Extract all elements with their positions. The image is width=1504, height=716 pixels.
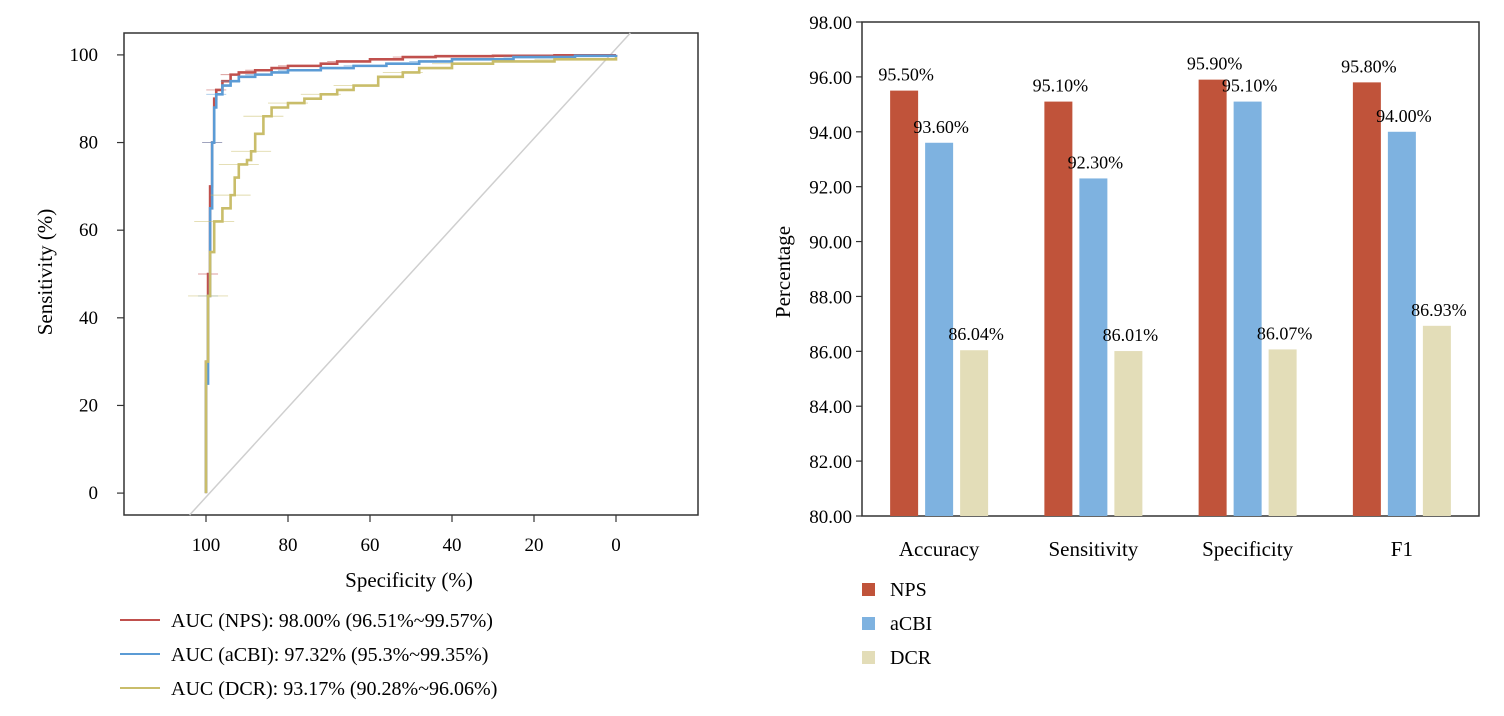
roc-plot-frame xyxy=(123,32,699,516)
roc-y-axis-label: Sensitivity (%) xyxy=(33,209,57,336)
roc-series-2 xyxy=(188,57,618,494)
roc-y-tick-label: 40 xyxy=(79,308,98,329)
roc-diagonal xyxy=(189,32,631,516)
roc-x-tick-label: 0 xyxy=(611,535,621,556)
roc-x-tick-label: 40 xyxy=(443,535,462,556)
roc-x-tick-label: 100 xyxy=(192,535,221,556)
roc-legend: AUC (NPS): 98.00% (96.51%~99.57%) AUC (aC… xyxy=(120,610,497,700)
roc-x-axis-label: Specificity (%) xyxy=(345,568,473,592)
roc-x-tick-label: 80 xyxy=(279,535,298,556)
roc-series-1 xyxy=(198,54,618,494)
roc-y-tick-label: 20 xyxy=(79,395,98,416)
roc-legend-entry: AUC (DCR): 93.17% (90.28%~96.06%) xyxy=(171,678,497,700)
roc-curve-line xyxy=(204,54,618,494)
roc-legend-entry: AUC (aCBI): 97.32% (95.3%~99.35%) xyxy=(171,644,488,666)
roc-legend-entry: AUC (NPS): 98.00% (96.51%~99.57%) xyxy=(171,610,493,632)
roc-y-tick-label: 100 xyxy=(70,45,99,66)
roc-y-tick-label: 0 xyxy=(89,483,99,504)
roc-x-tick-label: 60 xyxy=(361,535,380,556)
roc-curve-line xyxy=(204,54,618,494)
roc-x-tick-label: 20 xyxy=(525,535,544,556)
roc-series-0 xyxy=(198,54,618,494)
roc-y-tick-label: 80 xyxy=(79,133,98,154)
roc-reference-line xyxy=(189,32,631,516)
roc-curve-line xyxy=(204,57,618,494)
roc-y-tick-label: 60 xyxy=(79,220,98,241)
